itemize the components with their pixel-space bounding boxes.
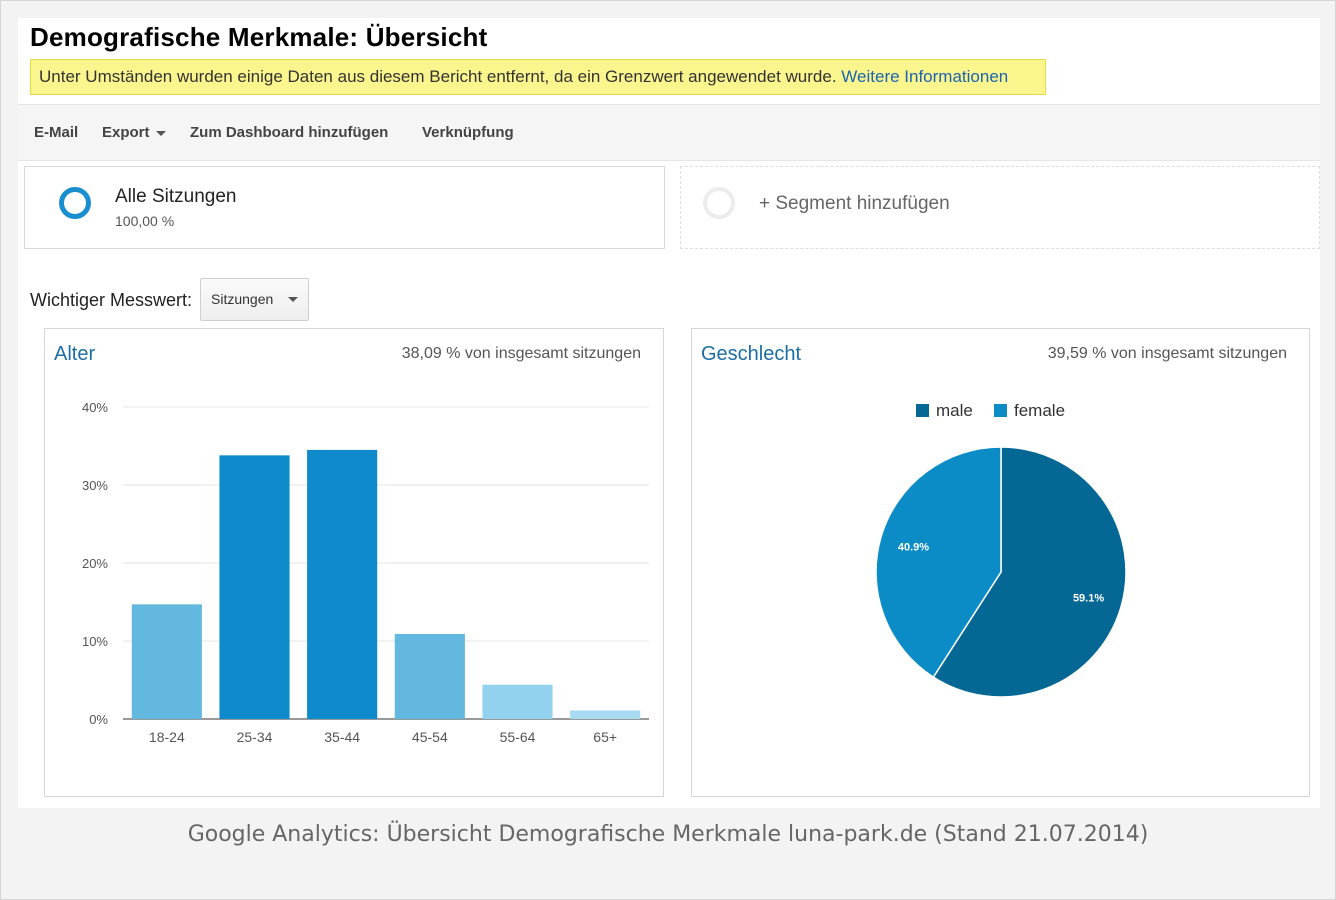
pie-data-label: 40.9% [898,541,929,553]
x-tick-label: 25-34 [237,729,273,745]
export-label: Export [102,124,150,141]
age-bar-chart: 0% 10% 20% 30% 40% 18-24 25-34 35-44 45-54 55-64 6… [82,400,649,745]
segment-ring-icon [59,187,91,219]
legend-female: female [994,401,1065,421]
bar-45-54[interactable] [394,633,465,719]
legend-label-female: female [1014,401,1066,420]
legend-male: male [916,401,973,421]
bar-65+[interactable] [570,710,641,719]
legend-swatch-male [916,404,929,417]
gender-panel: Geschlecht 39,59 % von insgesamt sitzung… [691,328,1310,797]
email-button[interactable]: E-Mail [34,124,79,141]
pie-slice-male[interactable] [932,446,1127,698]
chevron-down-icon [288,297,298,302]
empty-segment-ring-icon [703,187,735,219]
gender-panel-subtitle: 39,59 % von insgesamt sitzungen [1047,345,1287,362]
age-panel-title[interactable]: Alter [54,343,96,365]
key-metric-value: Sitzungen [211,291,274,307]
add-segment-button[interactable]: + Segment hinzufügen [759,193,950,214]
legend-swatch-female [994,404,1007,417]
bar-35-44[interactable] [307,449,378,719]
analytics-screenshot: Demografische Merkmale: Übersicht Unter … [18,18,1320,808]
y-tick-label: 30% [82,478,108,493]
x-tick-label: 55-64 [500,729,536,745]
shortcut-button[interactable]: Verknüpfung [422,124,514,141]
bar-55-64[interactable] [482,684,553,719]
bar-25-34[interactable] [219,455,290,719]
segment-name: Alle Sitzungen [115,186,237,207]
y-tick-label: 10% [82,634,108,649]
key-metric-label: Wichtiger Messwert: [30,290,193,310]
pie-data-label: 59.1% [1073,593,1104,605]
page-title: Demografische Merkmale: Übersicht [30,22,488,52]
add-to-dashboard-button[interactable]: Zum Dashboard hinzufügen [190,124,389,141]
warning-text: Unter Umständen wurden einige Daten aus … [39,67,837,86]
bar-18-24[interactable] [131,604,202,719]
chevron-down-icon [155,130,166,136]
export-dropdown[interactable]: Export [102,105,166,160]
pie-slice-female[interactable] [875,446,1002,679]
image-caption: Google Analytics: Übersicht Demografisch… [187,822,1149,847]
y-tick-label: 20% [82,556,108,571]
x-tick-label: 45-54 [412,729,448,745]
x-tick-label: 35-44 [324,729,360,745]
more-info-link[interactable]: Weitere Informationen [841,67,1009,86]
y-tick-label: 40% [82,400,108,415]
legend-label-male: male [936,401,973,420]
segment-percentage: 100,00 % [115,213,175,229]
segment-all-sessions[interactable]: Alle Sitzungen 100,00 % [24,166,665,249]
gender-panel-title[interactable]: Geschlecht [701,343,802,365]
gender-pie-chart: 59.1% 40.9% [875,446,1127,698]
report-toolbar: E-Mail Export Zum Dashboard hinzufügen V… [18,104,1320,161]
add-segment-card[interactable]: + Segment hinzufügen [680,166,1320,249]
threshold-warning: Unter Umständen wurden einige Daten aus … [30,59,1046,95]
y-tick-label: 0% [89,712,108,727]
age-panel: Alter 38,09 % von insgesamt sitzungen 0%… [44,328,664,797]
x-tick-label: 65+ [593,729,617,745]
key-metric-select[interactable]: Sitzungen [200,278,309,321]
x-tick-label: 18-24 [149,729,185,745]
age-panel-subtitle: 38,09 % von insgesamt sitzungen [401,345,641,362]
